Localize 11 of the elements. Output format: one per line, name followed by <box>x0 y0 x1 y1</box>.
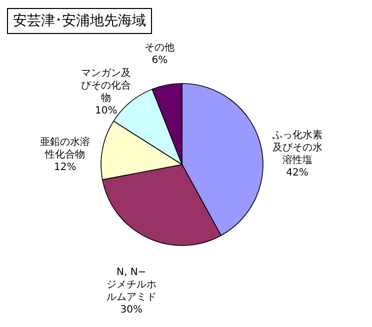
slice-label: 亜鉛の水溶性化合物 <box>40 136 90 161</box>
slice-label: マンガン及びその化合物 <box>81 68 132 104</box>
data-label: 10% <box>95 105 118 116</box>
data-label: 6% <box>152 55 168 66</box>
slice-label: N, N−ジメチルホルムアミド <box>106 267 156 304</box>
data-label: 12% <box>54 162 76 174</box>
chart-title: 安芸津･安浦地先海域 <box>7 8 152 34</box>
data-label: 42% <box>286 167 308 178</box>
slice-label: その他 <box>144 42 175 54</box>
slice-label: ふっ化水素及びその水溶性塩 <box>271 128 322 166</box>
data-label: 30% <box>120 304 142 316</box>
